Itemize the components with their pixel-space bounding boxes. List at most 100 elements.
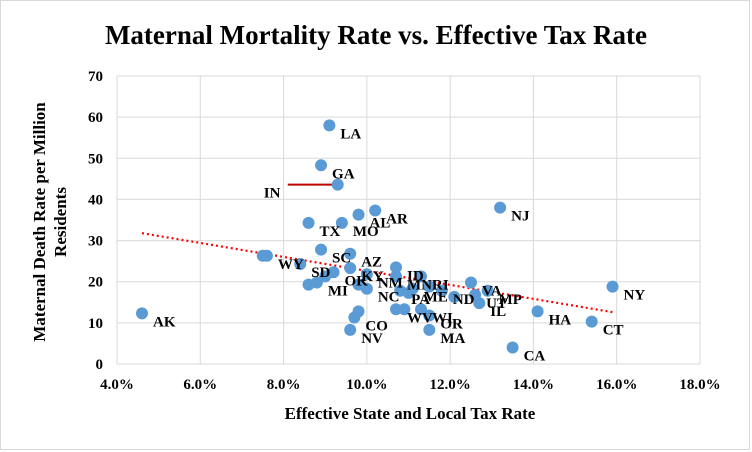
y-tick-label: 0 xyxy=(96,357,104,373)
data-point-nv xyxy=(344,323,357,336)
data-point-il xyxy=(473,297,486,310)
x-tick-label: 10.0% xyxy=(346,377,387,393)
data-label-wv: WV xyxy=(407,310,433,326)
data-point-ny xyxy=(606,280,619,293)
y-tick-label: 50 xyxy=(88,151,103,167)
x-tick-label: 6.0% xyxy=(183,377,217,393)
data-label-mn: MN xyxy=(407,277,432,293)
data-label-ga: GA xyxy=(332,166,355,182)
data-label-pa: PA xyxy=(411,292,430,308)
data-point-nm xyxy=(360,268,373,281)
chart-title: Maternal Mortality Rate vs. Effective Ta… xyxy=(105,20,647,50)
data-label-az: AZ xyxy=(361,255,382,271)
y-tick-label: 10 xyxy=(88,316,103,332)
data-point-ar xyxy=(369,204,382,217)
data-point-or xyxy=(423,309,436,322)
data-point-nj xyxy=(494,201,507,214)
x-axis-title: Effective State and Local Tax Rate xyxy=(285,404,536,423)
data-label-il: IL xyxy=(490,304,506,320)
x-tick-label: 16.0% xyxy=(596,377,637,393)
data-point-wv xyxy=(390,303,403,316)
data-label-me: ME xyxy=(424,290,448,306)
data-point xyxy=(398,303,411,316)
data-point-nc xyxy=(360,282,373,295)
data-point-mi xyxy=(310,276,323,289)
data-label-mo: MO xyxy=(353,224,379,240)
data-point-ky xyxy=(344,262,357,275)
y-axis-title-line-2: Residents xyxy=(51,187,70,257)
data-point-in xyxy=(331,178,344,191)
data-point-az xyxy=(344,247,357,260)
data-label-ma: MA xyxy=(440,331,465,347)
y-axis-title-line-1: Maternal Death Rate per Million xyxy=(30,102,49,342)
data-point-tx xyxy=(302,216,315,229)
data-label-nv: NV xyxy=(361,331,383,347)
data-point-mo xyxy=(335,216,348,229)
data-point-la xyxy=(323,119,336,132)
data-point-ga xyxy=(315,159,328,172)
y-tick-label: 40 xyxy=(88,192,103,208)
data-point-ca xyxy=(506,341,519,354)
data-label-ny: NY xyxy=(624,288,646,304)
data-label-or: OR xyxy=(440,316,463,332)
data-label-nm: NM xyxy=(378,275,403,291)
data-point xyxy=(352,305,365,318)
data-point xyxy=(448,290,461,303)
data-label-sd: SD xyxy=(311,265,330,281)
data-label-ok: OK xyxy=(345,273,369,289)
data-point-mn xyxy=(390,270,403,283)
data-label-mp: MP xyxy=(499,292,522,308)
data-label-ky: KY xyxy=(361,269,384,285)
data-label-tx: TX xyxy=(320,224,341,240)
y-tick-label: 30 xyxy=(88,234,103,250)
data-label-wi: WI xyxy=(432,310,453,326)
data-point xyxy=(423,280,436,293)
data-point-wy xyxy=(260,249,273,262)
data-point-ct xyxy=(585,315,598,328)
x-tick-label: 12.0% xyxy=(430,377,471,393)
data-label-nd: ND xyxy=(453,292,475,308)
data-label-co: CO xyxy=(365,319,388,335)
data-label-ar: AR xyxy=(386,212,408,228)
data-label-nc: NC xyxy=(378,290,400,306)
x-tick-label: 4.0% xyxy=(100,377,134,393)
data-point-ak xyxy=(135,307,148,320)
y-tick-label: 60 xyxy=(88,110,103,126)
tick-labels: 0 10 20 30 40 50 60 70 4.0% 6.0% 8.0% 10.0% 12.0% 14.… xyxy=(88,69,721,393)
data-label-in: IN xyxy=(264,186,281,202)
data-label-ak: AK xyxy=(153,314,176,330)
data-point-id xyxy=(390,261,403,274)
data-point-wi xyxy=(414,303,427,316)
y-tick-label: 20 xyxy=(88,275,103,291)
data-point-sc xyxy=(315,243,328,256)
data-label-ri: RI xyxy=(432,277,449,293)
x-tick-label: 18.0% xyxy=(679,377,720,393)
data-point-nd xyxy=(435,284,448,297)
data-label-ca: CA xyxy=(524,349,546,365)
data-label-va: VA xyxy=(482,284,502,300)
data-label-al: AL xyxy=(370,216,391,232)
x-tick-label: 14.0% xyxy=(513,377,554,393)
data-points xyxy=(135,119,619,354)
data-label-nj: NJ xyxy=(511,209,530,225)
data-point-ha xyxy=(531,305,544,318)
data-point-sd xyxy=(294,258,307,271)
data-point-va xyxy=(464,276,477,289)
data-point-ma xyxy=(423,323,436,336)
data-point-me xyxy=(406,282,419,295)
data-point-al xyxy=(352,208,365,221)
data-label-la: LA xyxy=(340,126,361,142)
data-label-wy: WY xyxy=(278,257,304,273)
data-point-mp xyxy=(481,284,494,297)
trendline-layer xyxy=(141,183,613,314)
data-label-sc: SC xyxy=(332,251,351,267)
data-label-id: ID xyxy=(407,268,424,284)
y-tick-label: 70 xyxy=(88,69,103,85)
data-label-ut: UT xyxy=(486,296,507,312)
x-tick-label: 8.0% xyxy=(267,377,301,393)
data-label-mi: MI xyxy=(328,284,348,300)
data-point-ri xyxy=(414,270,427,283)
data-point-ok xyxy=(327,266,340,279)
